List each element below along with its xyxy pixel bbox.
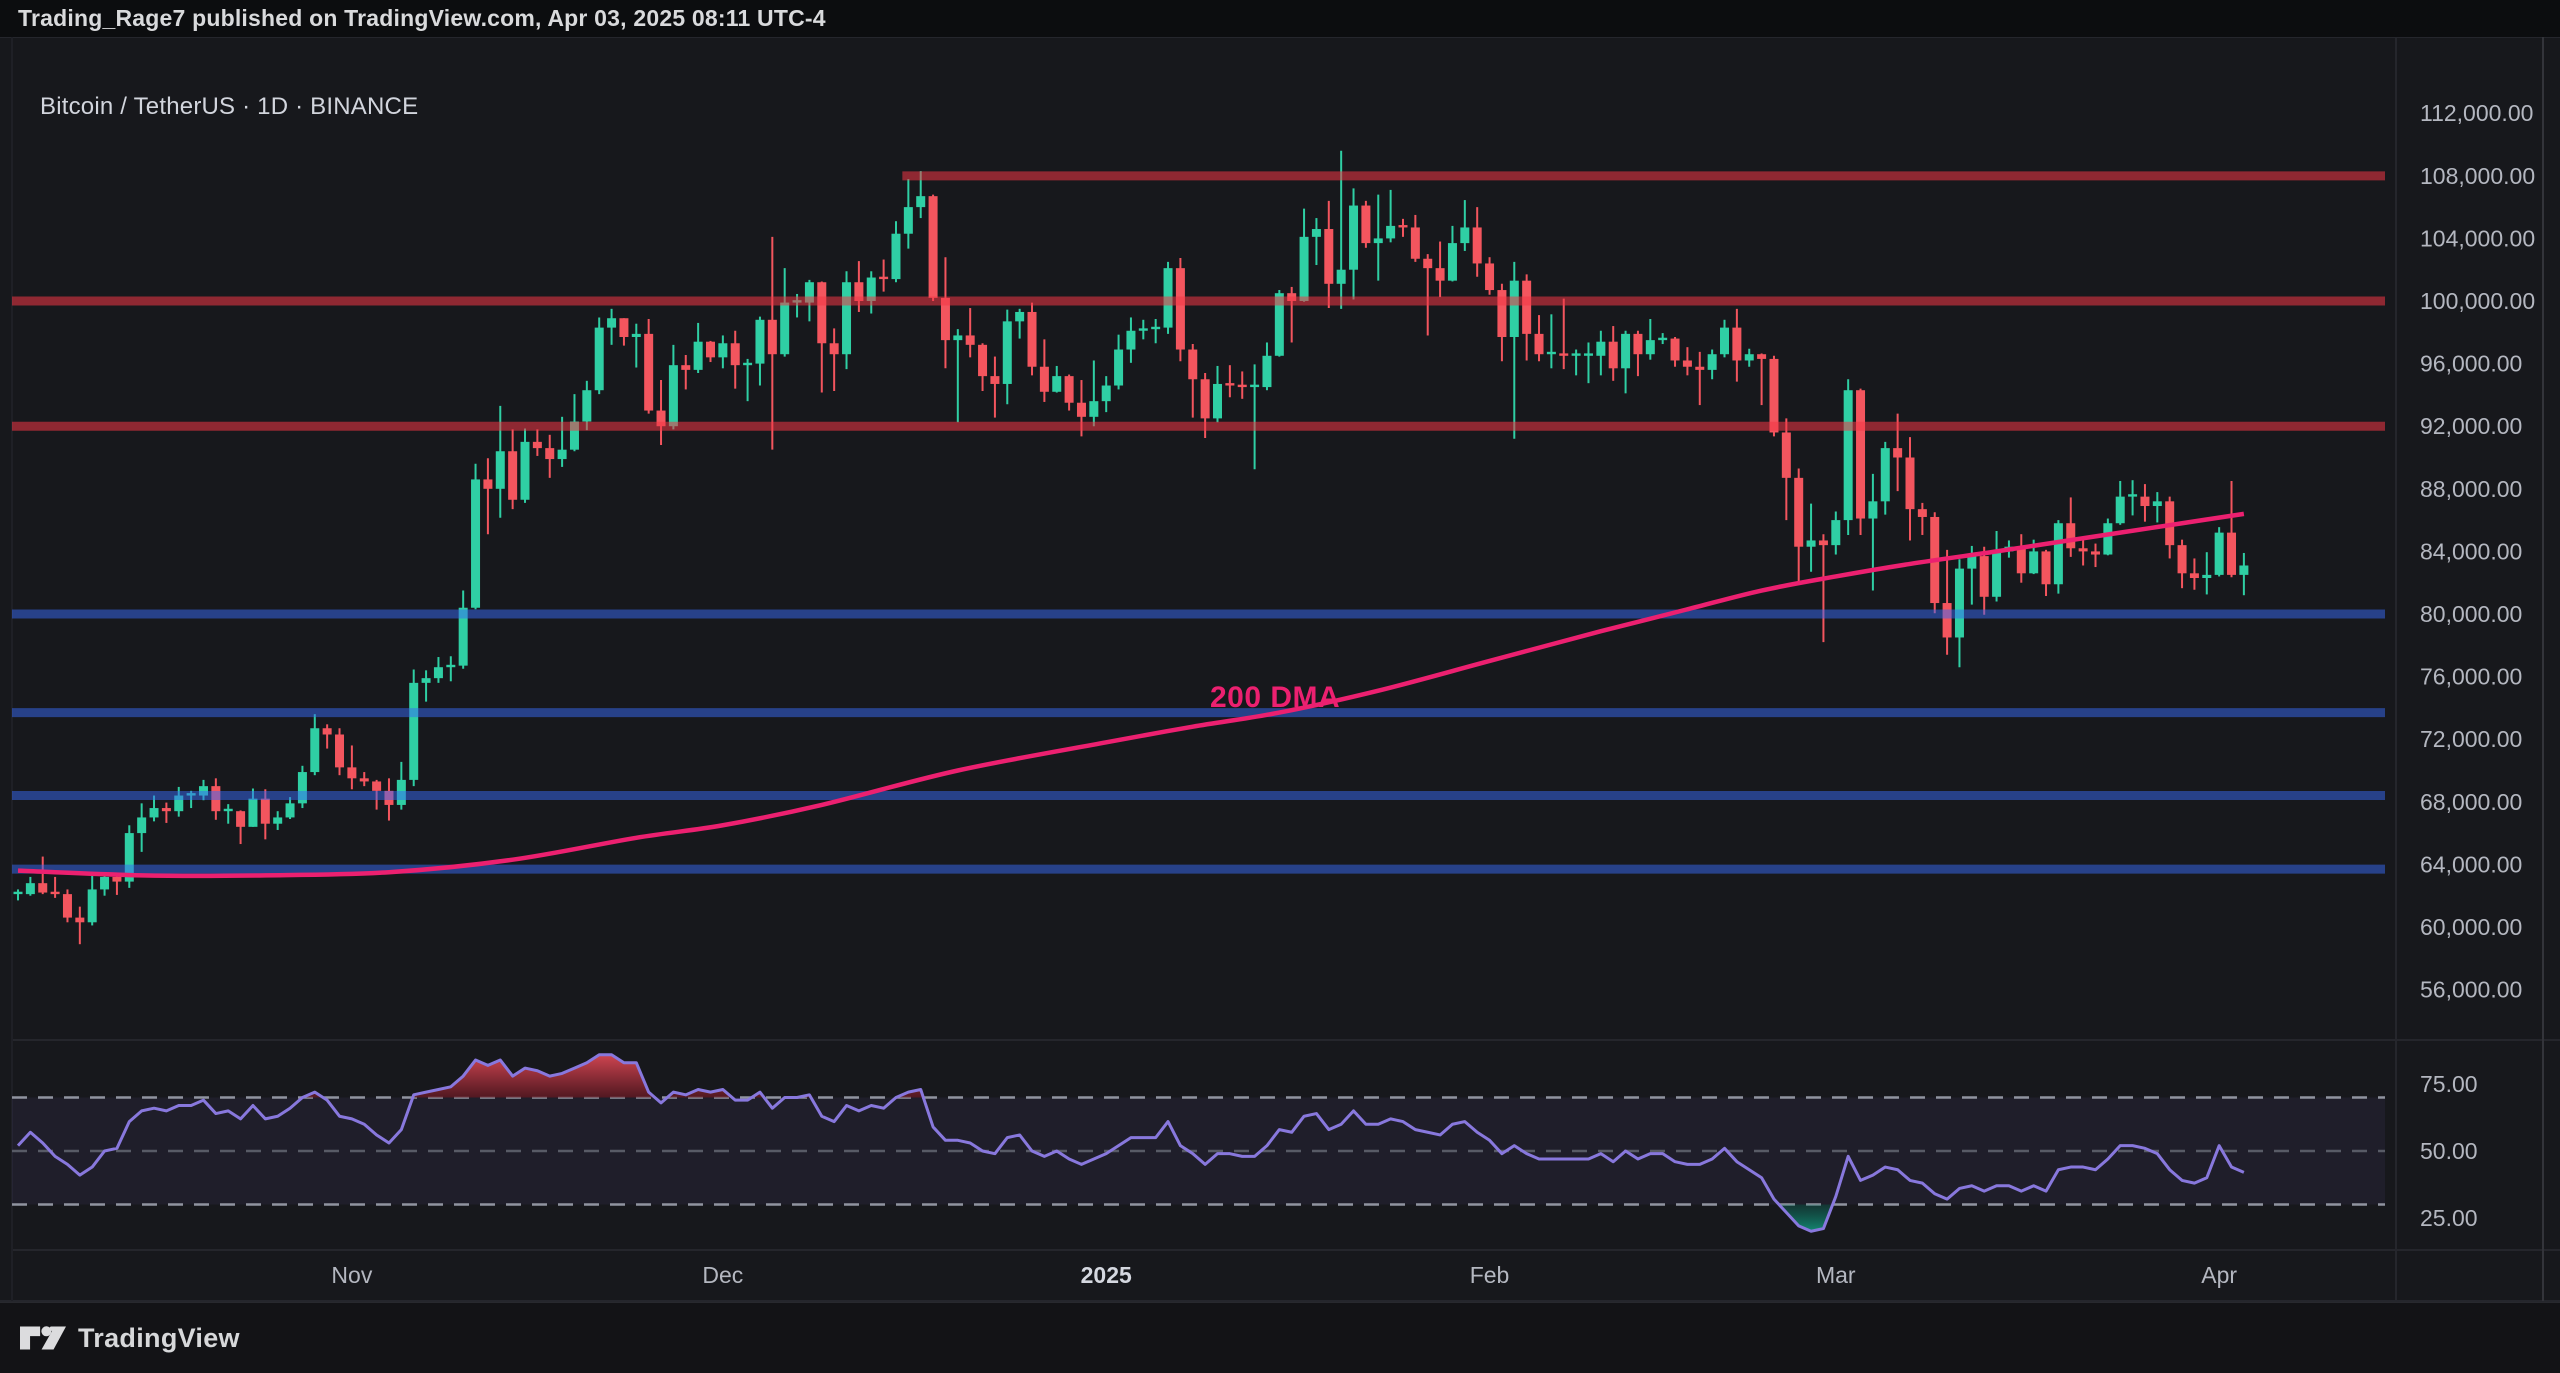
- ma200-label: 200 DMA: [1210, 681, 1341, 714]
- time-tick-label: Nov: [331, 1262, 372, 1288]
- price-tick-label: 96,000.00: [2420, 351, 2522, 377]
- chart-area[interactable]: 112,000.00 108,000.00 104,000.00 100,000.00…: [0, 37, 2560, 1302]
- rsi-tick-label: 75.00: [2420, 1071, 2478, 1097]
- rsi-tick-label: 50.00: [2420, 1138, 2478, 1164]
- footer-bar: TradingView: [0, 1302, 2560, 1373]
- price-tick-label: 60,000.00: [2420, 914, 2522, 940]
- symbol-title: Bitcoin / TetherUS · 1D · BINANCE: [40, 93, 419, 120]
- candlestick-series[interactable]: [13, 150, 2249, 945]
- chart-canvas[interactable]: 112,000.00 108,000.00 104,000.00 100,000.00…: [0, 37, 2560, 1302]
- header-bar: Trading_Rage7 published on TradingView.c…: [0, 0, 2560, 37]
- tradingview-logo-icon[interactable]: [20, 1323, 66, 1353]
- time-tick-label: Dec: [702, 1262, 743, 1288]
- price-tick-label: 56,000.00: [2420, 977, 2522, 1003]
- time-tick-label: 2025: [1081, 1262, 1132, 1288]
- price-tick-label: 104,000.00: [2420, 225, 2535, 251]
- price-tick-label: 76,000.00: [2420, 664, 2522, 690]
- time-tick-label: Apr: [2201, 1262, 2237, 1288]
- pane-separators: [0, 37, 2560, 1302]
- price-tick-label: 72,000.00: [2420, 726, 2522, 752]
- price-tick-label: 112,000.00: [2420, 100, 2533, 126]
- price-tick-label: 88,000.00: [2420, 476, 2522, 502]
- footer-brand[interactable]: TradingView: [78, 1322, 240, 1353]
- key-levels[interactable]: [12, 171, 2385, 874]
- price-tick-label: 84,000.00: [2420, 538, 2522, 564]
- time-tick-label: Mar: [1816, 1262, 1856, 1288]
- rsi-pane[interactable]: [12, 1042, 2385, 1248]
- rsi-line: [16, 1053, 2245, 1233]
- rsi-axis[interactable]: 75.00 50.00 25.00: [2420, 1071, 2478, 1231]
- price-tick-label: 68,000.00: [2420, 789, 2522, 815]
- ma200-line[interactable]: [17, 511, 2245, 879]
- price-tick-label: 80,000.00: [2420, 601, 2522, 627]
- price-tick-label: 92,000.00: [2420, 413, 2522, 439]
- time-tick-label: Feb: [1470, 1262, 1510, 1288]
- price-tick-label: 108,000.00: [2420, 163, 2535, 189]
- price-tick-label: 100,000.00: [2420, 288, 2535, 314]
- price-axis[interactable]: 112,000.00 108,000.00 104,000.00 100,000.00…: [2420, 100, 2535, 1002]
- publish-attribution: Trading_Rage7 published on TradingView.c…: [18, 5, 826, 31]
- rsi-tick-label: 25.00: [2420, 1205, 2478, 1231]
- price-tick-label: 64,000.00: [2420, 851, 2522, 877]
- time-axis[interactable]: Nov Dec 2025 Feb Mar Apr: [331, 1262, 2237, 1288]
